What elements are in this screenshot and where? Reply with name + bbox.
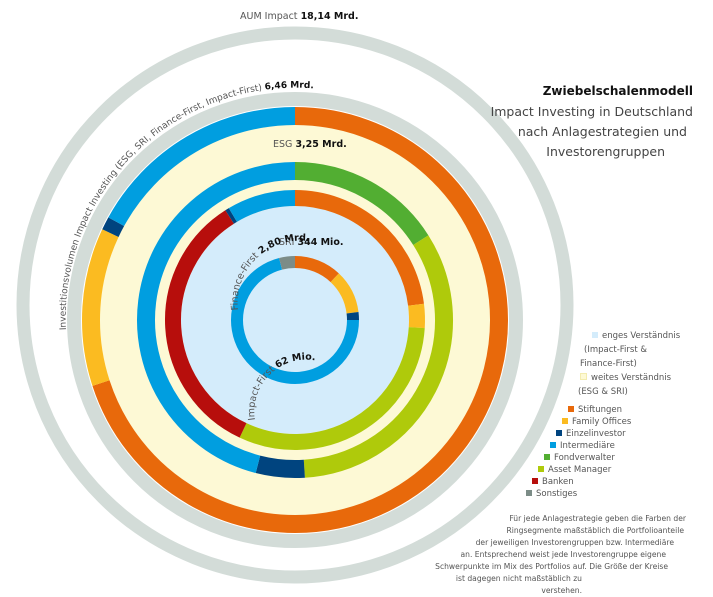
legend-swatch-icon [538,466,544,472]
legend-item-fondverwalter: Fondverwalter [520,452,631,464]
footnote-line: ist dagegen nicht maßstäblich zu versteh… [420,573,582,597]
legend-item-intermedi-re: Intermediäre [520,440,631,452]
legend-swatch-icon [562,418,568,424]
legend-swatch-icon [544,454,550,460]
legend-swatch-icon [568,406,574,412]
legend-item-stiftungen: Stiftungen [520,404,631,416]
legend-label: Banken [542,477,574,487]
ring-segment-finance-first-einzelinvestor [230,215,233,217]
chart-subtitle-3: Investorengruppen [491,142,665,162]
footnote-line: Ringsegmente maßstäblich die Portfolioan… [420,525,684,537]
legend-label: Fondverwalter [554,453,615,463]
narrow-swatch-icon [592,332,598,338]
footnote-line: Für jede Anlagestrategie geben die Farbe… [420,513,686,525]
footnote: Für jede Anlagestrategie geben die Farbe… [420,513,686,597]
legend-swatch-icon [556,430,562,436]
wide-swatch-icon [580,373,587,380]
legend-label: Sonstiges [536,489,577,499]
ring-segment-esg-einzelinvestor [110,222,116,233]
legend-swatch-icon [526,490,532,496]
chart-subtitle-1: Impact Investing in Deutschland [491,102,693,122]
footnote-line: an. Entsprechend weist jede Investorengr… [420,549,666,561]
investor-groups-legend: Stiftungen Family Offices Einzelinvestor In… [520,404,631,500]
chart-title: Zwiebelschalenmodell [491,84,693,98]
legend-item-sonstiges: Sonstiges [520,488,631,500]
legend-item-banken: Banken [520,476,631,488]
legend-label: Einzelinvestor [566,429,626,439]
scope-legend: enges Verständnis (Impact-First & Financ… [578,329,680,399]
ring-segment-sri-einzelinvestor [258,464,304,469]
narrow-legend-label: enges Verständnis [602,331,680,341]
legend-item-family-offices: Family Offices [520,416,631,428]
chart-subtitle-2: nach Anlagestrategien und [491,122,687,142]
esg-label: ESG 3,25 Mrd. [273,139,347,150]
ring-segment-impact-first-sonstiges [281,262,295,264]
legend-label: Intermediäre [560,441,615,451]
footnote-line: Schwerpunkte im Mix des Portfolios auf. … [420,561,668,573]
legend-item-einzelinvestor: Einzelinvestor [520,428,631,440]
legend-label: Stiftungen [578,405,622,415]
ring-segment-finance-first-family-offices [416,305,417,328]
aum-label: AUM Impact 18,14 Mrd. [240,11,358,22]
narrow-legend-detail-1: (Impact-First & [578,343,680,357]
legend-swatch-icon [550,442,556,448]
footnote-line: der jeweiligen Investorengruppen bzw. In… [420,537,674,549]
legend-label: Asset Manager [548,465,611,475]
wide-legend-label: weites Verständnis [591,373,671,383]
legend-swatch-icon [532,478,538,484]
legend-item-asset-manager: Asset Manager [520,464,631,476]
narrow-legend-detail-2: Finance-First) [578,357,680,371]
title-block: Zwiebelschalenmodell Impact Investing in… [491,84,693,162]
wide-legend-detail: (ESG & SRI) [578,385,680,399]
legend-label: Family Offices [572,417,631,427]
